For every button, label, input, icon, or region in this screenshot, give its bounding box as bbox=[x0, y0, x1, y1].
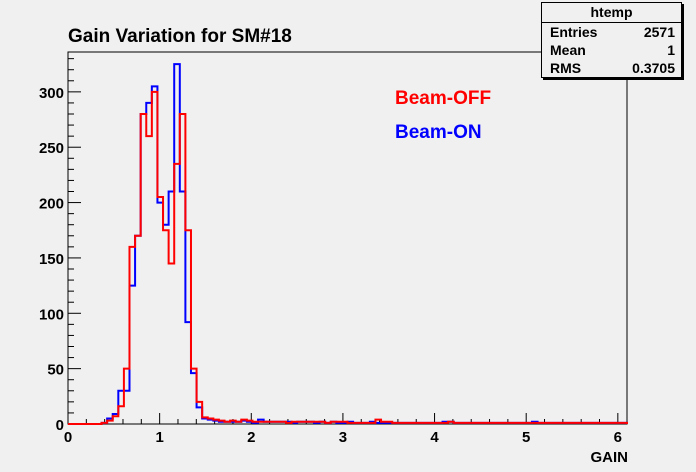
stats-entries-value: 2571 bbox=[643, 24, 675, 40]
y-axis: 0 50 100 150 200 250 300 bbox=[39, 58, 81, 434]
stats-mean-label: Mean bbox=[550, 42, 586, 58]
legend-entry-beam-off: Beam-OFF bbox=[395, 88, 491, 109]
x-tick-label: 1 bbox=[155, 429, 163, 446]
y-tick-label: 300 bbox=[39, 85, 64, 102]
stats-rms-value: 0.3705 bbox=[632, 60, 675, 76]
stats-entries-label: Entries bbox=[550, 24, 598, 40]
stats-title: htemp bbox=[542, 3, 681, 23]
chart-title: Gain Variation for SM#18 bbox=[68, 26, 292, 47]
x-tick-label: 3 bbox=[339, 429, 347, 446]
y-tick-label: 50 bbox=[47, 362, 64, 379]
x-tick-label: 2 bbox=[247, 429, 255, 446]
legend-entry-beam-on: Beam-ON bbox=[395, 122, 482, 143]
stats-row-mean: Mean 1 bbox=[542, 41, 681, 59]
stats-box: htemp Entries 2571 Mean 1 RMS 0.3705 bbox=[541, 2, 682, 78]
y-tick-label: 200 bbox=[39, 196, 64, 213]
stats-mean-value: 1 bbox=[667, 42, 675, 58]
x-axis-label: GAIN bbox=[591, 449, 629, 466]
x-tick-label: 4 bbox=[430, 429, 439, 446]
y-tick-label: 150 bbox=[39, 251, 64, 268]
stats-row-entries: Entries 2571 bbox=[542, 23, 681, 41]
x-tick-label: 5 bbox=[522, 429, 530, 446]
plot-frame bbox=[67, 51, 628, 425]
stats-row-rms: RMS 0.3705 bbox=[542, 59, 681, 77]
x-tick-label: 6 bbox=[614, 429, 622, 446]
x-tick-label: 0 bbox=[64, 429, 72, 446]
series-beam-off-step bbox=[68, 90, 628, 425]
y-tick-label: 250 bbox=[39, 140, 64, 157]
x-axis: 0 1 2 3 4 5 6 bbox=[64, 413, 622, 446]
y-tick-label: 0 bbox=[56, 417, 64, 434]
stats-rms-label: RMS bbox=[550, 60, 582, 76]
y-tick-label: 100 bbox=[39, 306, 64, 323]
series-layer bbox=[68, 63, 628, 425]
